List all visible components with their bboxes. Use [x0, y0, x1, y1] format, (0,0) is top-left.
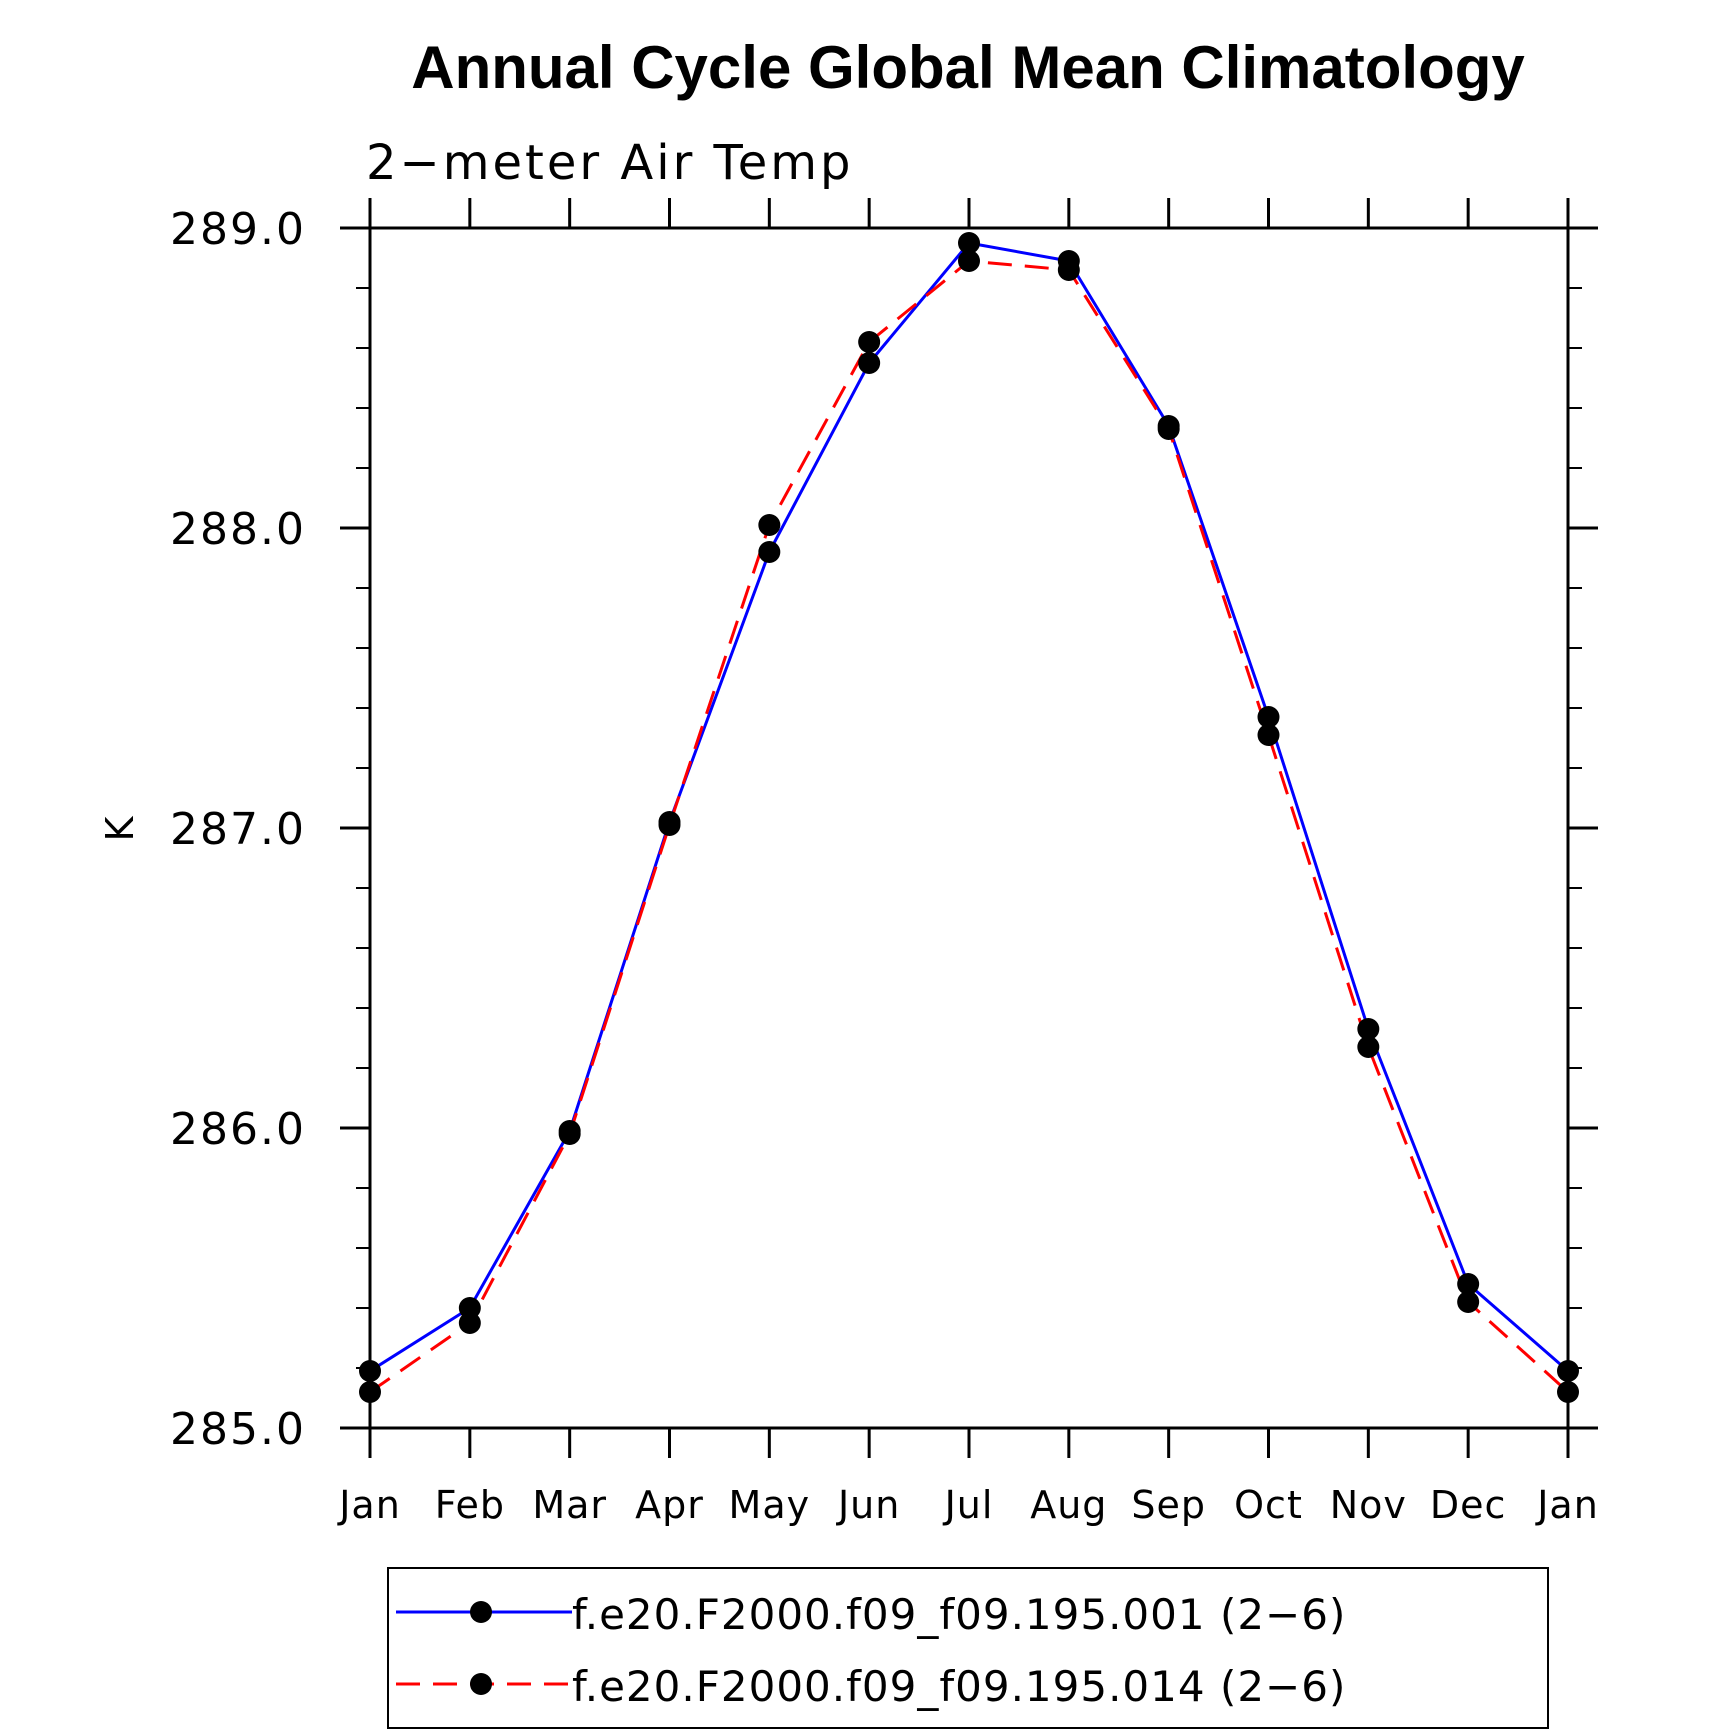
legend-marker-series-1 [470, 1601, 492, 1623]
data-point-series-1 [858, 352, 881, 374]
y-tick-label: 289.0 [170, 204, 306, 255]
data-point-series-1 [758, 541, 781, 563]
plot-frame [368, 226, 1570, 1430]
x-tick-label: Mar [532, 1483, 607, 1527]
data-point-series-2 [758, 514, 781, 536]
plot-axes [340, 198, 1598, 1458]
data-point-series-2 [1357, 1036, 1380, 1058]
data-point-series-2 [458, 1312, 481, 1334]
data-point-series-2 [1457, 1291, 1480, 1313]
data-point-series-2 [1057, 259, 1080, 281]
x-tick-label: Feb [435, 1483, 505, 1527]
y-axis-label: K [98, 815, 142, 841]
legend-box [387, 1567, 1549, 1729]
x-tick-label: Oct [1234, 1483, 1303, 1527]
data-point-series-1 [1557, 1360, 1579, 1382]
data-point-series-2 [958, 250, 980, 272]
data-point-series-2 [1157, 418, 1180, 440]
chart-title: Annual Cycle Global Mean Climatology [411, 34, 1525, 101]
x-tick-labels: Jan Feb Mar Apr May Jun Jul Aug Sep Oct Nov Dec Jan [337, 1483, 1599, 1527]
x-tick-label: Jul [943, 1483, 994, 1527]
data-point-series-1 [1357, 1018, 1380, 1040]
y-tick-label: 287.0 [170, 804, 306, 855]
series-markers [359, 232, 1579, 1403]
y-tick-label: 288.0 [170, 504, 306, 555]
chart-subtitle: 2−meter Air Temp [366, 135, 853, 191]
data-point-series-2 [658, 814, 681, 836]
x-tick-label: Jan [1535, 1483, 1599, 1527]
legend-marker-series-2 [470, 1673, 492, 1695]
series-lines [369, 241, 1570, 1394]
data-point-series-1 [359, 1360, 381, 1382]
data-point-series-2 [558, 1123, 581, 1145]
x-tick-label: Nov [1330, 1483, 1407, 1527]
legend-label-series-1: f.e20.F2000.f09_f09.195.001 (2−6) [572, 1590, 1346, 1639]
series-line-2 [369, 259, 1570, 1394]
legend: f.e20.F2000.f09_f09.195.001 (2−6) f.e20.… [387, 1567, 1549, 1729]
legend-label-series-2: f.e20.F2000.f09_f09.195.014 (2−6) [572, 1662, 1346, 1711]
data-point-series-2 [359, 1381, 381, 1403]
x-tick-label: Dec [1430, 1483, 1507, 1527]
x-tick-label: Apr [635, 1483, 704, 1527]
x-tick-label: Sep [1131, 1483, 1206, 1527]
data-point-series-1 [1257, 706, 1280, 728]
data-point-series-2 [858, 331, 881, 353]
data-point-series-1 [958, 232, 980, 254]
series-line-1 [369, 241, 1569, 1373]
x-tick-label: Jan [337, 1483, 401, 1527]
y-tick-labels: 285.0 286.0 287.0 288.0 289.0 [170, 204, 306, 1455]
x-tick-label: Jun [836, 1483, 900, 1527]
y-tick-label: 285.0 [170, 1404, 306, 1455]
x-tick-label: Aug [1030, 1483, 1107, 1527]
data-point-series-2 [1257, 724, 1280, 746]
data-point-series-2 [1557, 1381, 1579, 1403]
x-tick-label: May [729, 1483, 811, 1527]
y-tick-label: 286.0 [170, 1104, 306, 1155]
data-point-series-1 [1457, 1273, 1480, 1295]
